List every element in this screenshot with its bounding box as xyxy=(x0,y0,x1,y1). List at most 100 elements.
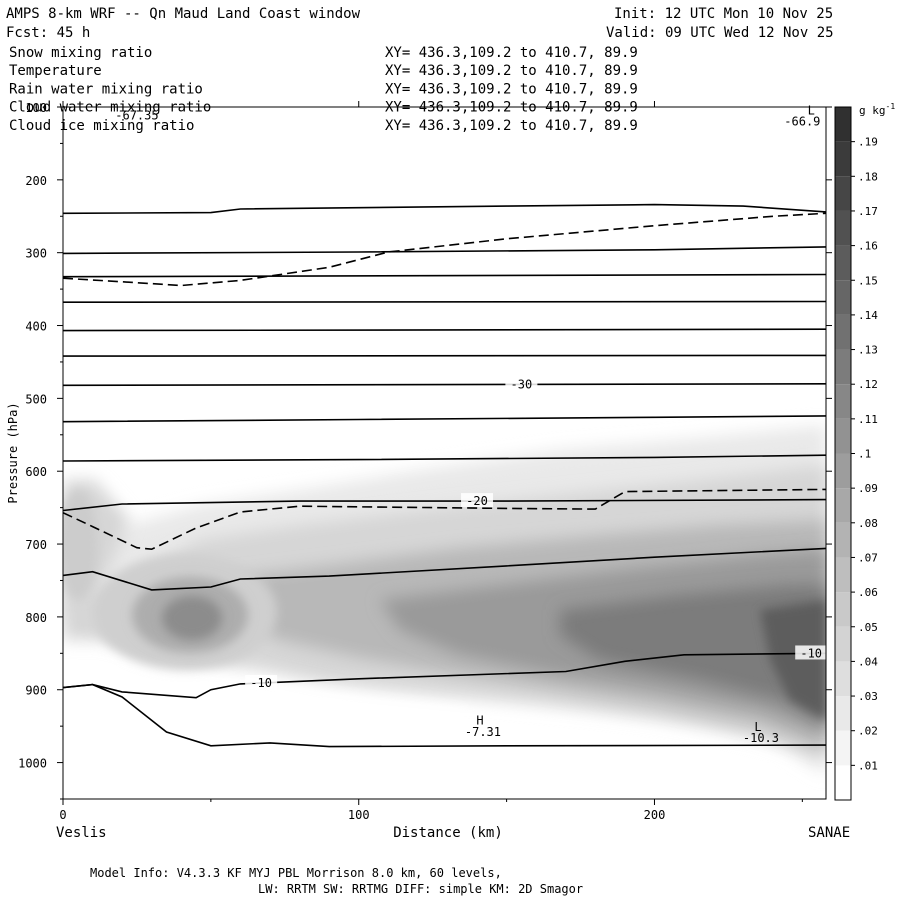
distance-axis: 0 100 200 xyxy=(59,101,803,822)
colorbar-tick-label-6: .07 xyxy=(858,551,878,564)
isotherm-label-text-11: -10 xyxy=(250,676,272,690)
colorbar-cells xyxy=(835,107,851,800)
isotherm-label-text-9: -20 xyxy=(466,494,488,508)
isotherm-4 xyxy=(63,328,826,332)
pressure-axis: 100 200 300 400 500 600 700 800 900 1000 xyxy=(18,101,832,800)
colorbar-cell-11 xyxy=(835,384,851,419)
field-name-3: Cloud water mixing ratio xyxy=(9,100,211,116)
field-name-4: Cloud ice mixing ratio xyxy=(9,118,194,134)
x-tick-label-100: 100 xyxy=(348,808,370,822)
colorbar-cell-7 xyxy=(835,522,851,558)
colorbar-tick-label-8: .09 xyxy=(858,482,878,495)
colorbar-cell-19 xyxy=(835,107,851,142)
colorbar-tick-label-7: .08 xyxy=(858,517,878,530)
colorbar-ticks: .01 .02 .03 .04 .05 .06 .07 .08 .09 .1 .11 .12 .13 .1… xyxy=(851,136,878,772)
y-tick-label-900: 900 xyxy=(25,684,47,698)
x-tick-label-200: 200 xyxy=(644,808,666,822)
colorbar-tick-label-1: .02 xyxy=(858,725,878,738)
snow-shade-peak xyxy=(760,600,826,720)
colorbar-cell-16 xyxy=(835,210,851,246)
colorbar-unit-exponent: -1 xyxy=(886,102,896,111)
annotation-2: -67.35 xyxy=(115,109,158,123)
field-xy-3: XY= 436.3,109.2 to 410.7, 89.9 xyxy=(385,100,638,116)
colorbar-cell-2 xyxy=(835,696,851,731)
isotherm-label-6: -30 xyxy=(505,376,538,391)
snow-shade-lower-left-gap xyxy=(63,690,470,799)
colorbar-tick-label-16: .17 xyxy=(858,205,878,218)
colorbar-cell-18 xyxy=(835,141,851,177)
isotherm-label-11-b: -10 xyxy=(795,645,826,660)
colorbar-cell-5 xyxy=(835,592,851,627)
isotherm-label-bg-9 xyxy=(461,493,494,508)
colorbar-unit: g kg-1 xyxy=(859,102,895,117)
model-info-line2: LW: RRTM SW: RRTMG DIFF: simple KM: 2D S… xyxy=(258,882,583,896)
y-tick-label-600: 600 xyxy=(25,465,47,479)
isotherm-3 xyxy=(63,300,826,303)
isotherm-5 xyxy=(63,354,826,357)
y-tick-label-200: 200 xyxy=(25,174,47,188)
colorbar-tick-label-18: .19 xyxy=(858,136,878,149)
colorbar-tick-label-10: .11 xyxy=(858,413,878,426)
valid-time: Valid: 09 UTC Wed 12 Nov 25 xyxy=(606,25,834,41)
colorbar-cell-1 xyxy=(835,730,851,766)
field-legend: Snow mixing ratio XY= 436.3,109.2 to 410.… xyxy=(9,45,638,134)
colorbar-tick-label-17: .18 xyxy=(858,170,878,183)
colorbar-tick-label-0: .01 xyxy=(858,759,878,772)
annotation-3: H xyxy=(476,713,483,727)
colorbar: g kg-1 .01 .02 .03 .04 .05 .06 .07 .08 .09 .1 .11.… xyxy=(834,102,895,801)
forecast-hour: Fcst: 45 h xyxy=(6,25,90,41)
field-name-1: Temperature xyxy=(9,63,102,79)
annotation-5: L xyxy=(754,720,761,734)
colorbar-cell-15 xyxy=(835,245,851,281)
isotherm-label-9: -20 xyxy=(461,493,494,508)
colorbar-tick-label-15: .16 xyxy=(858,240,878,253)
y-tick-label-300: 300 xyxy=(25,247,47,261)
right-endpoint-label: SANAE xyxy=(808,825,850,841)
colorbar-tick-label-13: .14 xyxy=(858,309,878,322)
colorbar-cell-17 xyxy=(835,176,851,211)
plot-frame xyxy=(62,106,827,800)
colorbar-tick-label-3: .04 xyxy=(858,655,878,668)
isotherm-label-text-11-b: -10 xyxy=(800,646,822,660)
colorbar-tick-label-2: .03 xyxy=(858,690,878,703)
y-tick-label-100: 100 xyxy=(25,101,47,115)
field-xy-1: XY= 436.3,109.2 to 410.7, 89.9 xyxy=(385,63,638,79)
left-endpoint-label: Veslis xyxy=(56,825,107,841)
snow-shade-left-cell-core xyxy=(162,596,222,640)
isotherm-7 xyxy=(63,415,826,423)
colorbar-tick-label-4: .05 xyxy=(858,621,878,634)
isotherm-0 xyxy=(63,203,826,215)
field-name-2: Rain water mixing ratio xyxy=(9,81,203,97)
field-xy-4: XY= 436.3,109.2 to 410.7, 89.9 xyxy=(385,118,638,134)
y-tick-label-800: 800 xyxy=(25,611,47,625)
field-name-0: Snow mixing ratio xyxy=(9,45,152,61)
annotation-4: -7.31 xyxy=(465,725,501,739)
y-tick-label-400: 400 xyxy=(25,320,47,334)
field-xy-0: XY= 436.3,109.2 to 410.7, 89.9 xyxy=(385,45,638,61)
init-time: Init: 12 UTC Mon 10 Nov 25 xyxy=(614,6,833,22)
x-tick-label-0: 0 xyxy=(59,808,66,822)
y-tick-label-700: 700 xyxy=(25,538,47,552)
colorbar-tick-label-12: .13 xyxy=(858,344,878,357)
isotherm-9 xyxy=(63,498,826,512)
snow-mixing-ratio-shading xyxy=(63,425,826,799)
annotation-6: -10.3 xyxy=(743,731,779,745)
colorbar-cell-10 xyxy=(835,418,851,454)
isotherm-1 xyxy=(63,246,826,255)
y-tick-label-500: 500 xyxy=(25,392,47,406)
isotherm-12 xyxy=(63,683,826,748)
isotherm-2 xyxy=(63,273,826,278)
isotherm-10 xyxy=(63,547,826,591)
annotation-0: L xyxy=(808,104,815,118)
field-xy-2: XY= 436.3,109.2 to 410.7, 89.9 xyxy=(385,81,638,97)
isotherm-label-11: -10 xyxy=(245,675,278,690)
colorbar-cell-9 xyxy=(835,453,851,489)
colorbar-tick-label-5: .06 xyxy=(858,586,878,599)
plot-area: -30 -20 -10 -10 xyxy=(63,107,826,799)
colorbar-unit-base: g kg xyxy=(859,104,886,117)
colorbar-cell-8 xyxy=(835,488,851,523)
colorbar-cell-6 xyxy=(835,557,851,593)
figure-title: AMPS 8-km WRF -- Qn Maud Land Coast wind… xyxy=(6,6,361,22)
contour-annotations: L-66.9-67.35H-7.31 L-10.3 xyxy=(115,104,820,745)
isotherm-label-text-6: -30 xyxy=(511,377,533,391)
